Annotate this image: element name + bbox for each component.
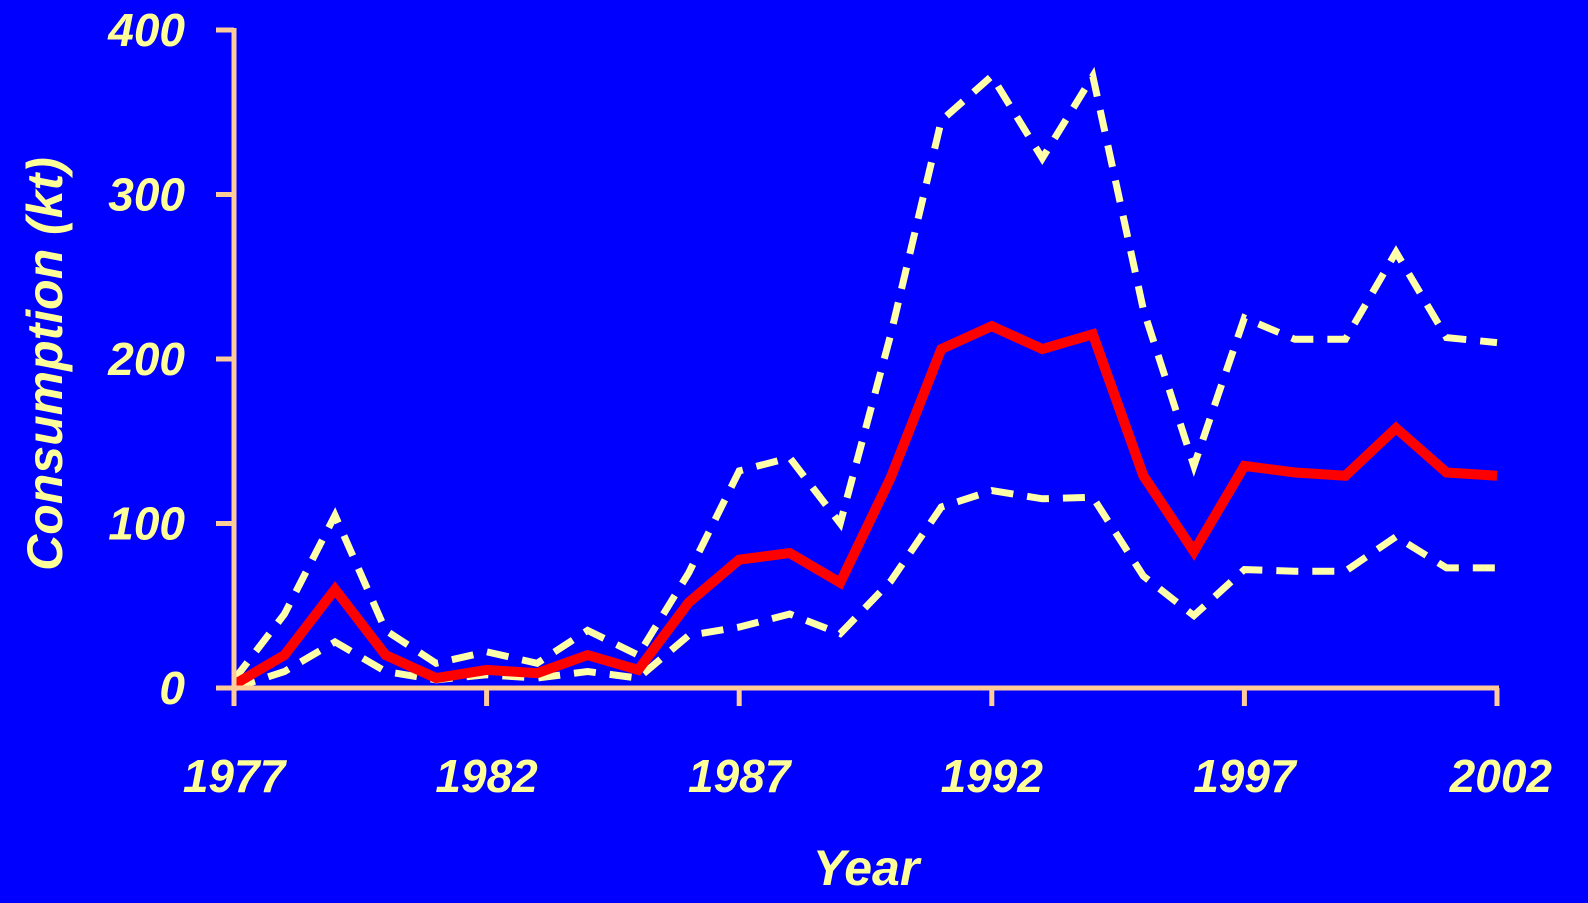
x-axis-title: Year xyxy=(813,840,922,896)
x-tick-label: 2002 xyxy=(1449,750,1553,802)
y-tick-label: 200 xyxy=(107,333,185,385)
y-tick-label: 0 xyxy=(159,662,185,714)
x-tick-label: 1997 xyxy=(1193,750,1298,802)
series-line-upper-bound xyxy=(231,66,1498,682)
series-layer xyxy=(231,66,1498,692)
y-axis-title: Consumption (kt) xyxy=(17,157,73,571)
labels-layer: 0 100 200 300 400 1977 1982 1987 1992 1997 2002 xyxy=(107,4,1552,802)
y-tick-label: 400 xyxy=(107,4,185,56)
x-tick-label: 1987 xyxy=(688,750,793,802)
series-line-estimate xyxy=(231,320,1498,690)
x-tick-label: 1977 xyxy=(183,750,288,802)
y-tick-label: 100 xyxy=(108,498,185,550)
x-tick-label: 1982 xyxy=(435,750,538,802)
axes-layer xyxy=(216,27,1500,706)
x-tick-label: 1992 xyxy=(941,750,1044,802)
y-tick-label: 300 xyxy=(108,169,185,221)
